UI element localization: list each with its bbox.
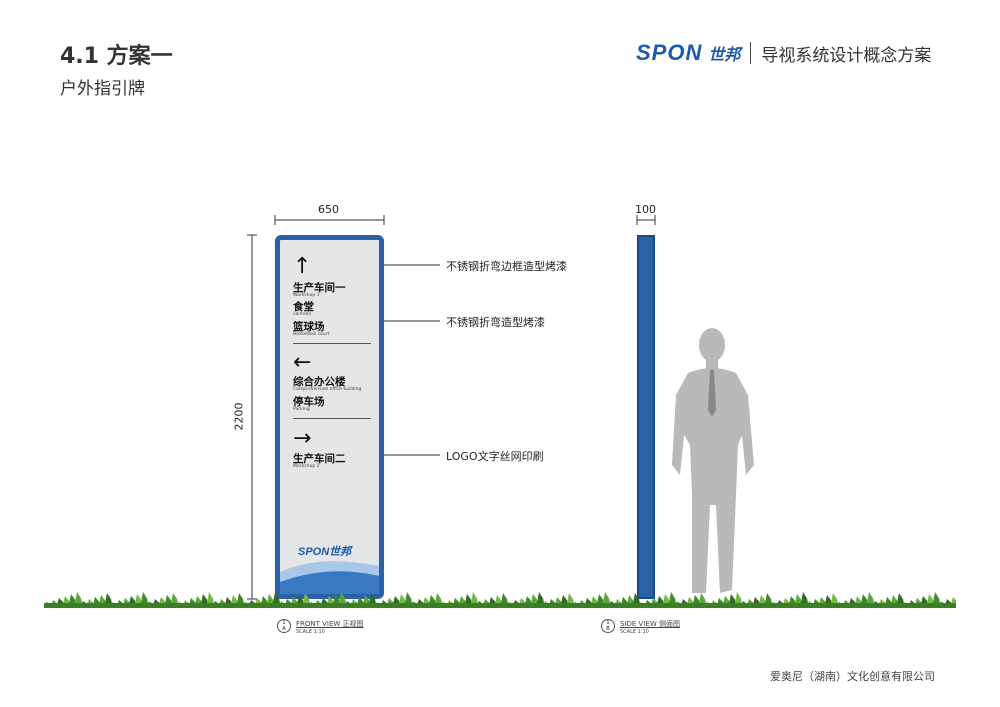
sign-logo: SPON世邦 [298, 546, 352, 558]
arrow-left-icon: ← [293, 350, 312, 375]
page-subtitle: 户外指引牌 [60, 79, 145, 99]
sign-side-view [637, 235, 655, 599]
divider [293, 418, 371, 419]
callout-frame: 不锈钢折弯边框造型烤漆 [446, 260, 567, 273]
dest-cn: 篮球场 [293, 321, 325, 333]
divider [750, 42, 752, 64]
dim-side-width: 100 [635, 203, 656, 216]
arrow-right-icon: → [293, 426, 312, 451]
dest-en: Parking [293, 407, 310, 412]
view-scale: SCALE 1:10 [296, 629, 325, 635]
callout-body: 不锈钢折弯造型烤漆 [446, 316, 545, 329]
view-title: FRONT VIEW 正视图 [296, 620, 364, 628]
brand-cn: 世邦 [708, 45, 741, 64]
dest-cn: 综合办公楼 [293, 376, 346, 388]
sign-front-view: ↑ 生产车间一 Workshop 1 食堂 canteen 篮球场 Basket… [275, 235, 384, 599]
dim-front-width: 650 [318, 203, 339, 216]
doc-title: 导视系统设计概念方案 [761, 45, 932, 66]
divider [293, 343, 371, 344]
grass-ground [44, 592, 956, 608]
dest-en: Workshop 2 [293, 464, 320, 469]
dest-en: Comprehensive office building [293, 387, 362, 392]
dest-cn: 生产车间一 [293, 282, 346, 294]
dest-cn: 食堂 [293, 301, 314, 313]
spon-logo: SPON [636, 40, 703, 65]
arrow-up-icon: ↑ [293, 254, 312, 279]
company-name: 爱奥尼（湖南）文化创意有限公司 [770, 670, 935, 683]
dest-cn: 停车场 [293, 396, 325, 408]
dim-height: 2200 [232, 402, 246, 431]
dest-en: Basketball court [293, 332, 330, 337]
dest-cn: 生产车间二 [293, 453, 346, 465]
dest-en: Workshop 1 [293, 293, 320, 298]
page-title: 4.1 方案一 [60, 44, 173, 69]
brand-header: SPON 世邦 导视系统设计概念方案 [636, 40, 931, 66]
callout-logo: LOGO文字丝网印刷 [446, 450, 544, 463]
human-silhouette [672, 328, 754, 593]
view-scale: SCALE 1:10 [620, 629, 649, 635]
dest-en: canteen [293, 312, 312, 317]
wave-graphic [280, 561, 379, 594]
view-title: SIDE VIEW 侧面图 [620, 620, 680, 628]
